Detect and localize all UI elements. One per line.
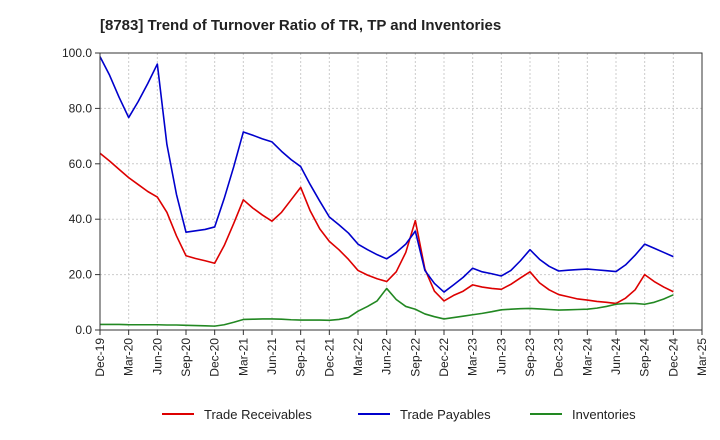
x-tick-label: Jun-20 [150, 338, 164, 375]
legend-label: Trade Payables [400, 407, 491, 422]
y-tick-label: 0.0 [75, 323, 92, 337]
y-tick-label: 100.0 [62, 46, 92, 60]
gridlines [99, 52, 703, 331]
x-tick-label: Jun-23 [494, 338, 508, 375]
y-tick-label: 60.0 [69, 157, 93, 171]
x-tick-label: Mar-24 [580, 338, 594, 376]
x-tick-label: Mar-22 [351, 338, 365, 376]
x-tick-label: Mar-25 [695, 338, 709, 376]
y-tick-label: 40.0 [69, 212, 93, 226]
x-tick-label: Mar-23 [466, 338, 480, 376]
x-tick-label: Dec-19 [93, 338, 107, 377]
y-axis-ticks: 0.0 20.0 40.0 60.0 80.0 100.0 [62, 46, 100, 337]
x-tick-label: Dec-22 [437, 338, 451, 377]
x-tick-label: Jun-24 [609, 338, 623, 375]
y-tick-label: 80.0 [69, 101, 93, 115]
legend-label: Inventories [572, 407, 636, 422]
chart-title: [8783] Trend of Turnover Ratio of TR, TP… [100, 17, 501, 34]
x-tick-label: Sep-23 [523, 338, 537, 377]
series-line [100, 287, 674, 327]
x-tick-label: Dec-24 [666, 338, 680, 377]
x-tick-label: Sep-24 [638, 338, 652, 377]
x-tick-label: Sep-20 [179, 338, 193, 377]
x-tick-label: Dec-21 [322, 338, 336, 377]
x-tick-label: Jun-21 [265, 338, 279, 375]
series-line [99, 152, 674, 305]
x-tick-label: Mar-21 [236, 338, 250, 376]
legend-label: Trade Receivables [204, 407, 312, 422]
series-line [99, 56, 674, 293]
x-axis-ticks: Dec-19 Mar-20 Jun-20 Sep-20 Dec-20 Mar-21 Jun-… [93, 330, 709, 377]
y-tick-label: 20.0 [69, 268, 93, 282]
x-tick-label: Dec-20 [208, 338, 222, 377]
x-tick-label: Sep-22 [408, 338, 422, 377]
x-tick-label: Dec-23 [552, 338, 566, 377]
x-tick-label: Mar-20 [122, 338, 136, 376]
x-tick-label: Jun-22 [380, 338, 394, 375]
plot-area-frame [99, 52, 703, 331]
series-lines [99, 56, 674, 327]
legend: Trade Receivables Trade Payables Inventori… [162, 407, 636, 422]
x-tick-label: Sep-21 [294, 338, 308, 377]
